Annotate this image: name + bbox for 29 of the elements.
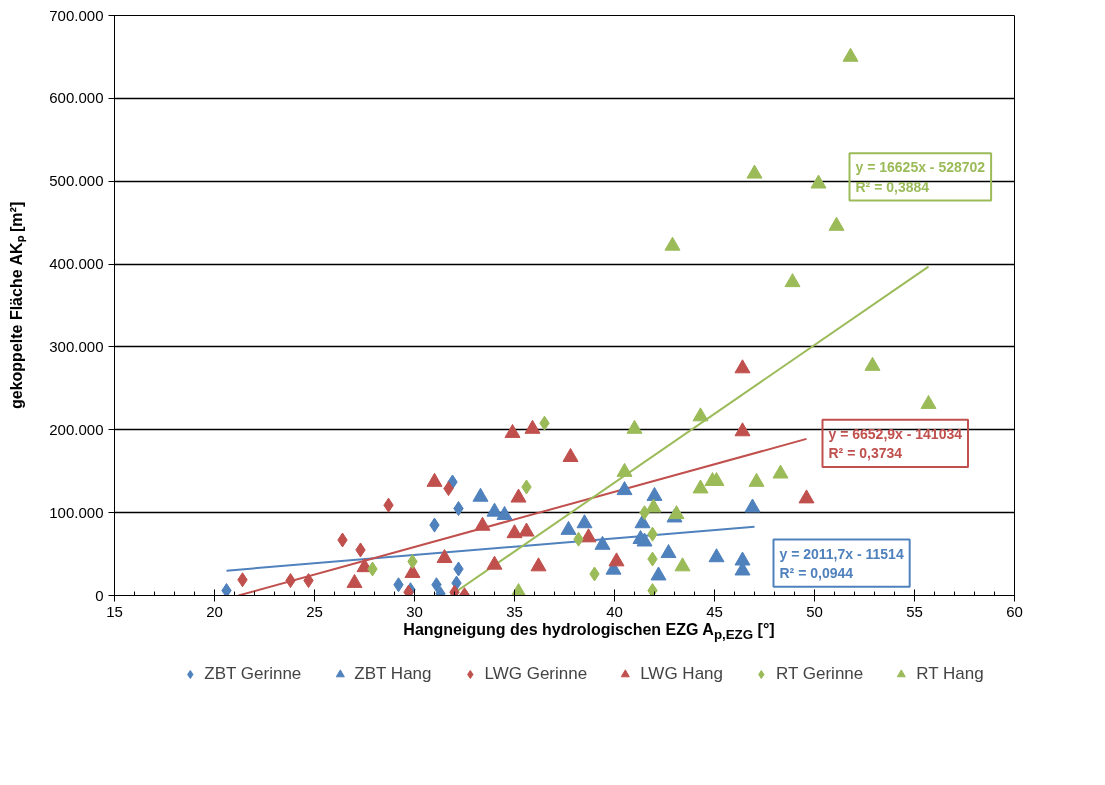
y-tick-label: 300.000	[49, 337, 104, 355]
y-tick-label: 600.000	[49, 89, 104, 107]
text: y = 16625x - 528702 R² = 0,3884	[855, 159, 986, 195]
x-tick-label: 25	[306, 602, 323, 620]
legend-label: ZBT Hang	[354, 664, 432, 684]
legend-label: RT Gerinne	[776, 664, 864, 684]
x-tick-label: 15	[106, 602, 123, 620]
text: y = 2011,7x - 11514 R² = 0,0944	[779, 545, 904, 581]
y-tick-label: 500.000	[49, 172, 104, 190]
x-tick-label: 50	[806, 602, 823, 620]
legend-label: LWG Gerinne	[484, 664, 588, 684]
x-tick-label: 40	[606, 602, 623, 620]
x-tick-label: 35	[506, 602, 523, 620]
x-tick-label: 55	[906, 602, 923, 620]
x-tick-label: 60	[1006, 602, 1023, 620]
legend-label: LWG Hang	[640, 664, 724, 684]
y-tick-label: 0	[95, 586, 104, 604]
y-axis-title: gekoppelte Fläche AKₚ [m²]	[7, 200, 27, 411]
legend-label: ZBT Gerinne	[204, 664, 302, 684]
y-tick-label: 400.000	[49, 255, 104, 273]
series-label: y = 6652,9x - 141034 R² = 0,3734	[828, 425, 963, 461]
x-tick-label: 20	[206, 602, 223, 620]
x-tick-label: 30	[406, 602, 423, 620]
x-tick-label: 45	[706, 602, 723, 620]
y-tick-label: 200.000	[49, 420, 104, 438]
y-tick-label: 700.000	[49, 6, 104, 24]
y-tick-label: 100.000	[49, 503, 104, 521]
x-axis-title: Hangneigung des hydrologischen EZG A$_{p,EZG}$ [°]	[402, 620, 776, 645]
legend-label: RT Hang	[916, 664, 984, 684]
